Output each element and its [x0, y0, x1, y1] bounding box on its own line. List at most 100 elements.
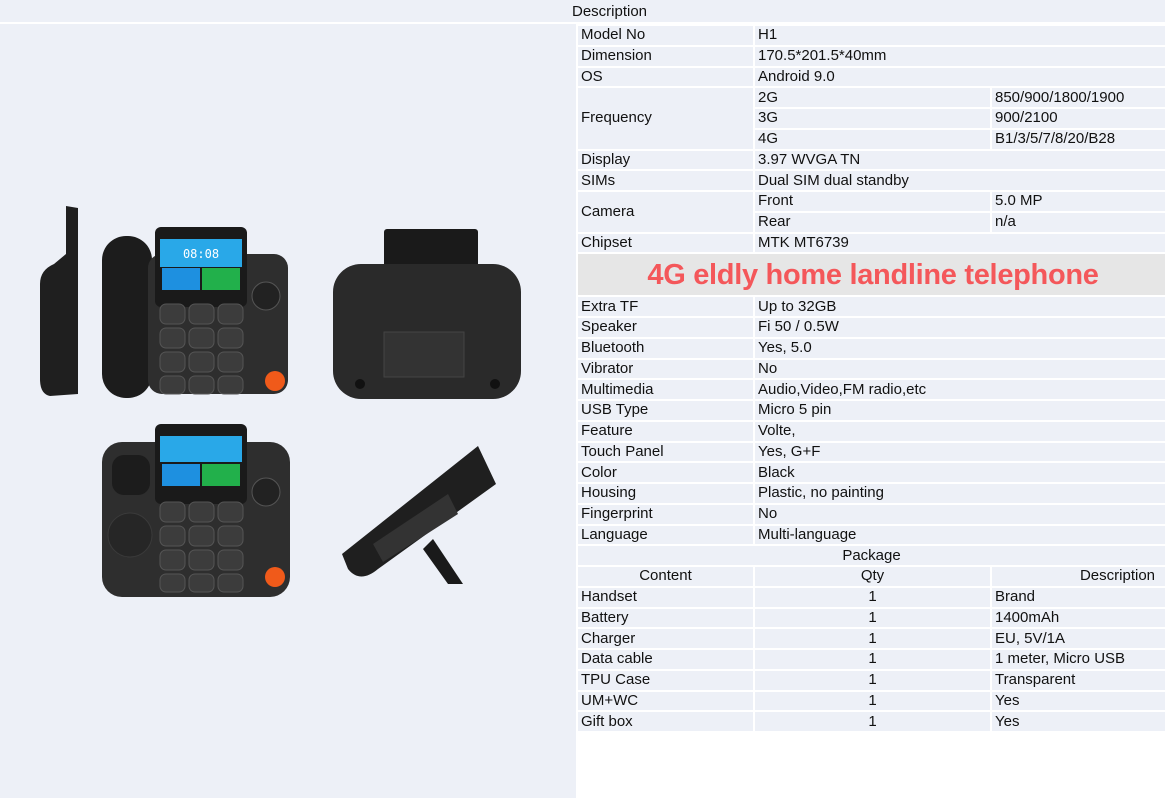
spec-label: Fingerprint — [576, 502, 755, 526]
description-title: Description — [572, 3, 648, 20]
package-content: Gift box — [576, 710, 755, 733]
spec-label: Language — [576, 523, 755, 547]
spec-value: H1 — [753, 24, 1165, 47]
package-row: Charger 1 EU, 5V/1A — [576, 627, 1165, 650]
band-name: 3G — [753, 107, 992, 130]
package-content: Charger — [576, 627, 755, 650]
description-header: Description — [0, 0, 1165, 24]
package-qty: 1 — [753, 585, 992, 609]
spec-row-camera: Camera Front 5.0 MP — [576, 190, 1165, 234]
package-row: Handset 1 Brand — [576, 585, 1165, 609]
spec-table: Model No H1 Dimension 170.5*201.5*40mm OS A… — [576, 24, 1165, 733]
spec-row: Multimedia Audio,Video,FM radio,etc — [576, 378, 1165, 401]
package-description: Yes — [990, 689, 1165, 713]
spec-value: Up to 32GB — [753, 295, 1165, 318]
spec-label: Dimension — [576, 44, 755, 68]
spec-row: USB Type Micro 5 pin — [576, 399, 1165, 422]
spec-label: Bluetooth — [576, 336, 755, 360]
package-qty: 1 — [753, 606, 992, 630]
package-row: Battery 1 1400mAh — [576, 606, 1165, 630]
spec-row-os: OS Android 9.0 — [576, 65, 1165, 89]
package-content: UM+WC — [576, 689, 755, 713]
package-description: 1 meter, Micro USB — [990, 648, 1165, 671]
spec-row: Speaker Fi 50 / 0.5W — [576, 316, 1165, 339]
package-description: Yes — [990, 710, 1165, 733]
package-qty: 1 — [753, 689, 992, 713]
package-description: EU, 5V/1A — [990, 627, 1165, 650]
phone-front-view-image: 08:08 — [102, 227, 288, 398]
package-row: Data cable 1 1 meter, Micro USB — [576, 648, 1165, 671]
spec-row-chipset: Chipset MTK MT6739 — [576, 231, 1165, 255]
spec-label: Housing — [576, 482, 755, 505]
spec-label: Camera — [576, 190, 755, 234]
package-title-row: Package — [576, 544, 1165, 567]
spec-value: 170.5*201.5*40mm — [753, 44, 1165, 68]
camera-name: Front — [753, 190, 992, 213]
spec-value: Audio,Video,FM radio,etc — [753, 378, 1165, 401]
spec-label: SIMs — [576, 169, 755, 192]
spec-value: No — [753, 502, 1165, 526]
phone-angled-view-image — [342, 446, 496, 584]
package-title: Package — [576, 544, 1165, 567]
spec-value: MTK MT6739 — [753, 231, 1165, 255]
banner-row: 4G eldly home landline telephone — [576, 252, 1165, 298]
spec-label: Vibrator — [576, 357, 755, 381]
spec-label: Speaker — [576, 316, 755, 339]
product-banner: 4G eldly home landline telephone — [576, 252, 1165, 298]
package-description: 1400mAh — [990, 606, 1165, 630]
spec-row-camera-rear: Rear n/a — [577, 210, 1165, 234]
spec-value: Yes, G+F — [753, 440, 1165, 464]
spec-row: Fingerprint No — [576, 502, 1165, 526]
spec-value: 3.97 WVGA TN — [753, 148, 1165, 172]
package-qty: 1 — [753, 627, 992, 650]
spec-row-frequency-3g: 3G 900/2100 — [577, 107, 1165, 130]
spec-row: Language Multi-language — [576, 523, 1165, 547]
package-content: TPU Case — [576, 668, 755, 692]
phone-back-view-image — [333, 229, 521, 399]
package-row: UM+WC 1 Yes — [576, 689, 1165, 713]
phone-side-view-image — [40, 206, 78, 396]
spec-row-frequency: Frequency 2G 850/900/1800/1900 — [576, 86, 1165, 151]
product-image-panel: 08:08 — [0, 24, 576, 798]
package-content: Battery — [576, 606, 755, 630]
band-name: 4G — [753, 127, 992, 151]
band-value: 900/2100 — [990, 107, 1165, 130]
spec-label: Touch Panel — [576, 440, 755, 464]
package-qty: 1 — [753, 710, 992, 733]
column-header-qty: Qty — [753, 565, 992, 588]
spec-row: Housing Plastic, no painting — [576, 482, 1165, 505]
spec-value: Volte, — [753, 419, 1165, 443]
column-header-description: Description — [990, 565, 1165, 588]
spec-label: OS — [576, 65, 755, 89]
camera-value: n/a — [990, 210, 1165, 234]
spec-row-display: Display 3.97 WVGA TN — [576, 148, 1165, 172]
spec-row-model: Model No H1 — [576, 24, 1165, 47]
spec-label: USB Type — [576, 399, 755, 422]
spec-label: Color — [576, 461, 755, 484]
phone-top-view-image — [102, 424, 290, 597]
package-content: Handset — [576, 585, 755, 609]
package-qty: 1 — [753, 668, 992, 692]
spec-value: Dual SIM dual standby — [753, 169, 1165, 192]
spec-value: Android 9.0 — [753, 65, 1165, 89]
spec-value: Yes, 5.0 — [753, 336, 1165, 360]
spec-label: Frequency — [576, 86, 755, 151]
package-row: Gift box 1 Yes — [576, 710, 1165, 733]
spec-value: Black — [753, 461, 1165, 484]
spec-value: No — [753, 357, 1165, 381]
spec-row-frequency-4g: 4G B1/3/5/7/8/20/B28 — [577, 127, 1165, 151]
package-header-row: Content Qty Description — [576, 565, 1165, 588]
package-content: Data cable — [576, 648, 755, 671]
spec-row: Feature Volte, — [576, 419, 1165, 443]
screen-time: 08:08 — [183, 247, 219, 261]
band-value: B1/3/5/7/8/20/B28 — [990, 127, 1165, 151]
spec-label: Display — [576, 148, 755, 172]
spec-value: Fi 50 / 0.5W — [753, 316, 1165, 339]
spec-row-sims: SIMs Dual SIM dual standby — [576, 169, 1165, 192]
spec-label: Chipset — [576, 231, 755, 255]
package-row: TPU Case 1 Transparent — [576, 668, 1165, 692]
spec-row: Bluetooth Yes, 5.0 — [576, 336, 1165, 360]
spec-label: Extra TF — [576, 295, 755, 318]
spec-row: Touch Panel Yes, G+F — [576, 440, 1165, 464]
band-value: 850/900/1800/1900 — [990, 86, 1165, 109]
